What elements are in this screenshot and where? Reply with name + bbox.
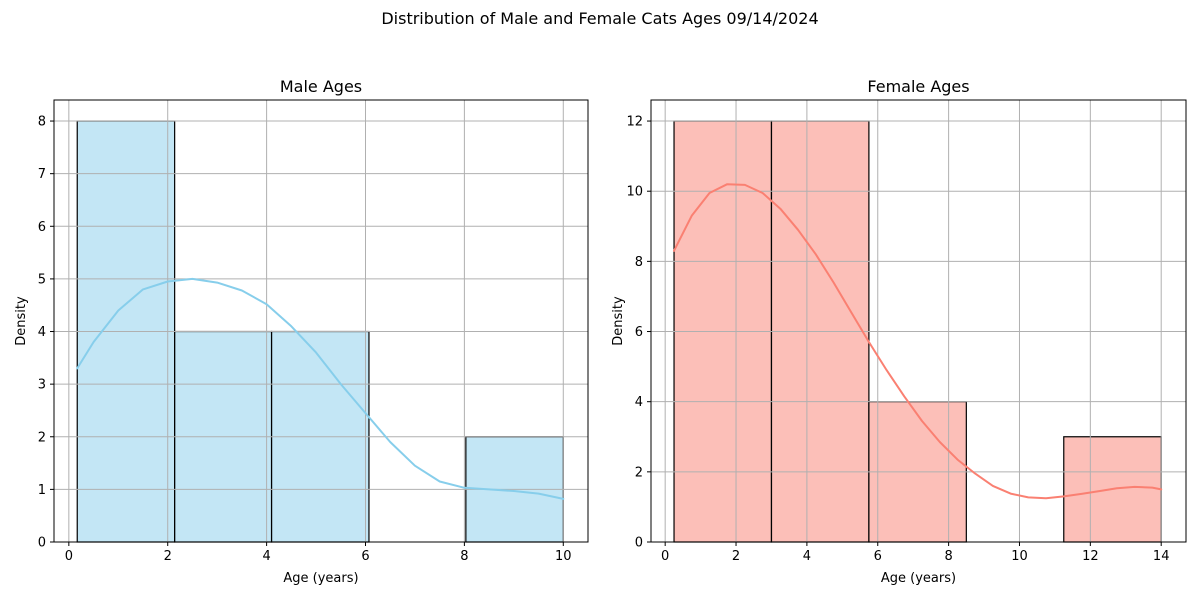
y-tick-label: 12 [626,115,643,130]
panel-title: Male Ages [280,77,362,96]
axes-frame [53,99,589,543]
y-axis-label: Density [14,296,29,346]
kde-line [673,183,1163,500]
x-tick-label: 12 [1082,549,1099,564]
y-tick-label: 3 [38,378,46,393]
x-tick-label: 14 [1153,549,1170,564]
chart-panel-1: 0 2 4 6 8 10 0 1 2 3 4 5 6 7 8 Male Ages Age (years) Dens… [14,77,589,586]
x-tick-label: 0 [661,549,669,564]
x-tick-label: 0 [65,549,73,564]
x-tick-label: 4 [262,549,270,564]
y-tick-label: 1 [38,483,46,498]
y-tick-label: 10 [626,185,643,200]
x-tick-label: 10 [555,549,572,564]
y-tick-label: 6 [38,220,46,235]
x-tick-label: 6 [874,549,882,564]
y-tick-label: 4 [38,325,46,340]
y-axis-label: Density [611,296,626,346]
x-tick-label: 4 [803,549,811,564]
y-tick-label: 7 [38,167,46,182]
y-tick-label: 8 [635,255,643,270]
x-tick-label: 2 [164,549,172,564]
x-tick-label: 8 [460,549,468,564]
x-tick-label: 8 [944,549,952,564]
panel-title: Female Ages [867,77,969,96]
kde-line [76,277,565,500]
x-axis-label: Age (years) [881,571,956,586]
histogram-bar [1063,436,1162,543]
y-tick-label: 4 [635,395,643,410]
y-tick-label: 8 [38,115,46,130]
x-tick-label: 10 [1011,549,1028,564]
y-tick-label: 2 [38,430,46,445]
x-tick-label: 2 [732,549,740,564]
y-tick-label: 2 [635,465,643,480]
axes-frame [650,99,1187,543]
y-tick-label: 0 [38,536,46,551]
x-axis-label: Age (years) [283,571,358,586]
figure-title: Distribution of Male and Female Cats Age… [381,9,819,28]
chart-panel-2: 0 2 4 6 8 10 12 14 0 2 4 6 8 10 12 Female Ages Age (year… [611,77,1187,586]
y-tick-label: 5 [38,272,46,287]
x-tick-label: 6 [361,549,369,564]
y-tick-label: 0 [635,536,643,551]
y-tick-label: 6 [635,325,643,340]
